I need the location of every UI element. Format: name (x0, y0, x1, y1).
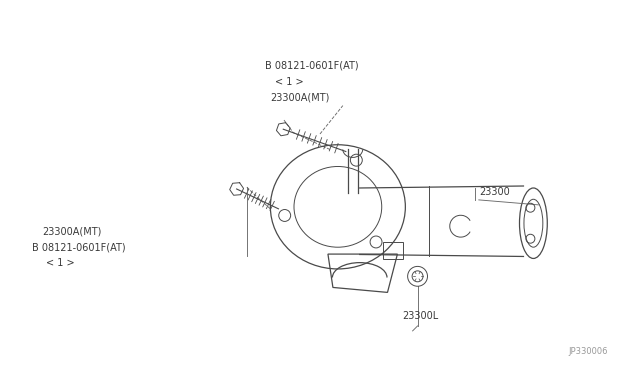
Text: < 1 >: < 1 > (46, 259, 75, 268)
Text: 23300A(MT): 23300A(MT) (270, 93, 330, 103)
Text: < 1 >: < 1 > (275, 77, 304, 87)
Text: B 08121-0601F(AT): B 08121-0601F(AT) (266, 61, 359, 71)
Text: JP330006: JP330006 (568, 347, 608, 356)
Text: 23300A(MT): 23300A(MT) (42, 227, 102, 237)
Text: 23300: 23300 (479, 187, 509, 197)
Text: 23300L: 23300L (403, 311, 439, 321)
Text: B 08121-0601F(AT): B 08121-0601F(AT) (32, 243, 126, 253)
